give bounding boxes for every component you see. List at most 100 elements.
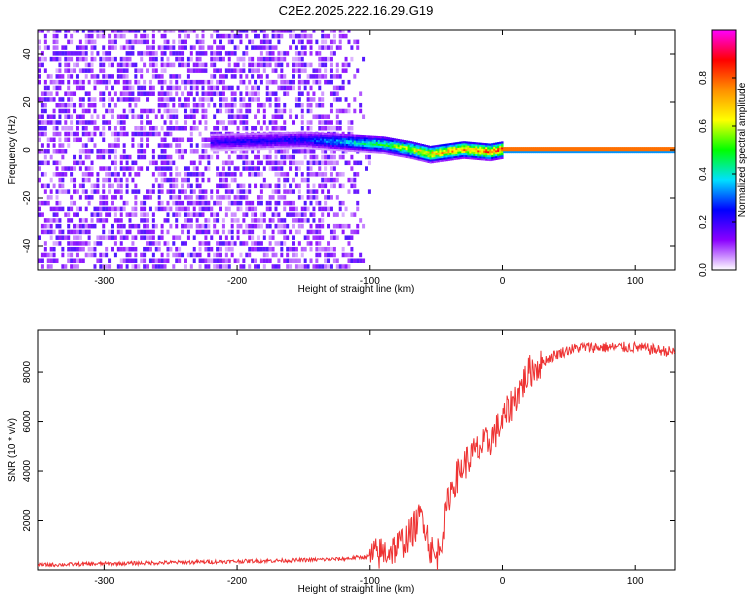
spectrogram-tone-cell: [616, 147, 620, 150]
spectrogram-noise-cell: [93, 126, 97, 131]
spectrogram-noise-cell: [256, 33, 260, 39]
spectrogram-noise-cell: [224, 177, 228, 183]
spectrogram-noise-cell: [137, 131, 141, 137]
spectrogram-noise-cell: [341, 30, 345, 33]
spectrogram-noise-cell: [210, 154, 214, 160]
spectrogram-tone-cell: [373, 139, 377, 142]
spectrogram-tone-cell: [491, 150, 494, 154]
spectrogram-noise-cell: [102, 114, 106, 119]
spectrogram-noise-cell: [262, 212, 266, 217]
spectrogram-noise-cell: [254, 166, 258, 171]
spectrogram-noise-cell: [183, 172, 187, 177]
spectrogram-tone-cell: [590, 150, 594, 154]
spectrogram-tone-cell: [214, 137, 217, 140]
spectrogram-noise-cell: [230, 218, 234, 223]
spectrogram-tone-cell: [349, 149, 353, 152]
spectrogram-tone-cell: [485, 152, 488, 155]
spectrogram-noise-cell: [192, 189, 196, 194]
spectrogram-noise-cell: [283, 108, 287, 114]
spectrogram-noise-cell: [233, 51, 237, 56]
spectrogram-noise-cell: [259, 195, 263, 200]
spectrogram-tone-cell: [471, 147, 474, 150]
spectrogram-noise-cell: [224, 252, 228, 258]
spectrogram-ytick-label: -40: [22, 238, 33, 253]
spectrogram-noise-cell: [321, 91, 325, 96]
spectrogram-noise-cell: [108, 51, 112, 56]
spectrogram-tone-cell: [292, 135, 295, 138]
spectrogram-tone-cell: [654, 147, 657, 150]
spectrogram-tone-cell: [216, 143, 219, 146]
spectrogram-noise-cell: [332, 229, 336, 235]
spectrogram-tone-cell: [417, 154, 420, 157]
spectrogram-noise-cell: [140, 206, 144, 212]
spectrogram-noise-cell: [216, 68, 220, 73]
spectrogram-noise-cell: [40, 143, 44, 148]
spectrogram-noise-cell: [40, 160, 44, 166]
spectrogram-noise-cell: [102, 195, 106, 200]
spectrogram-noise-cell: [306, 235, 310, 240]
spectrogram-tone-cell: [230, 143, 233, 146]
spectrogram-tone-cell: [250, 144, 253, 147]
spectrogram-tone-cell: [572, 150, 576, 154]
spectrogram-noise-cell: [195, 212, 199, 217]
spectrogram-noise-cell: [102, 51, 106, 56]
spectrogram-tone-cell: [451, 144, 454, 147]
spectrogram-noise-cell: [274, 68, 278, 73]
spectrogram-tone-cell: [654, 149, 657, 152]
spectrogram-tone-cell: [230, 137, 233, 140]
spectrogram-tone-cell: [214, 149, 217, 152]
spectrogram-tone-cell: [467, 141, 470, 144]
spectrogram-noise-cell: [251, 68, 255, 73]
spectrogram-tone-cell: [463, 143, 466, 146]
spectrogram-noise-cell: [292, 30, 296, 33]
spectrogram-tone-cell: [433, 145, 436, 148]
spectrogram-noise-cell: [350, 252, 354, 258]
spectrogram-noise-cell: [166, 108, 170, 114]
spectrogram-noise-cell: [248, 68, 252, 73]
spectrogram-noise-cell: [192, 126, 196, 131]
spectrogram-noise-cell: [46, 218, 50, 223]
spectrogram-noise-cell: [201, 189, 205, 194]
spectrogram-noise-cell: [154, 206, 158, 212]
spectrogram-noise-cell: [327, 223, 331, 229]
spectrogram-tone-cell: [584, 147, 588, 150]
spectrogram-noise-cell: [75, 79, 79, 85]
spectrogram-tone-cell: [409, 156, 412, 159]
spectrogram-noise-cell: [216, 79, 220, 85]
spectrogram-noise-cell: [78, 51, 82, 56]
spectrogram-noise-cell: [204, 62, 208, 68]
spectrogram-noise-cell: [335, 97, 339, 102]
spectrogram-noise-cell: [67, 91, 71, 96]
spectrogram-noise-cell: [242, 229, 246, 235]
spectrogram-tone-cell: [461, 150, 464, 154]
spectrogram-noise-cell: [292, 33, 296, 39]
spectrogram-tone-cell: [459, 141, 462, 144]
spectrogram-noise-cell: [52, 246, 56, 252]
spectrogram-noise-cell: [245, 160, 249, 166]
spectrogram-noise-cell: [146, 246, 150, 252]
spectrogram-tone-cell: [451, 148, 454, 151]
spectrogram-noise-cell: [204, 120, 208, 125]
spectrogram-noise-cell: [46, 195, 50, 200]
spectrogram-noise-cell: [122, 143, 126, 148]
spectrogram-noise-cell: [324, 258, 328, 263]
spectrogram-noise-cell: [207, 166, 211, 171]
spectrogram-noise-cell: [43, 252, 47, 258]
spectrogram-noise-cell: [143, 229, 147, 235]
spectrogram-tone-cell: [290, 145, 293, 148]
spectrogram-noise-cell: [113, 160, 117, 166]
spectrogram-tone-cell: [327, 142, 331, 145]
spectrogram-tone-cell: [270, 145, 273, 149]
spectrogram-noise-cell: [40, 108, 44, 114]
spectrogram-ytick-label: 20: [22, 96, 33, 108]
spectrogram-tone-cell: [371, 147, 375, 150]
spectrogram-noise-cell: [105, 108, 109, 114]
spectrogram-noise-cell: [110, 143, 114, 148]
spectrogram-noise-cell: [154, 74, 158, 79]
spectrogram-noise-cell: [254, 206, 258, 212]
spectrogram-tone-cell: [441, 149, 444, 153]
spectrogram-noise-cell: [49, 137, 53, 143]
spectrogram-noise-cell: [227, 241, 231, 246]
spectrogram-tone-cell: [365, 135, 369, 138]
spectrogram-noise-cell: [125, 39, 129, 45]
